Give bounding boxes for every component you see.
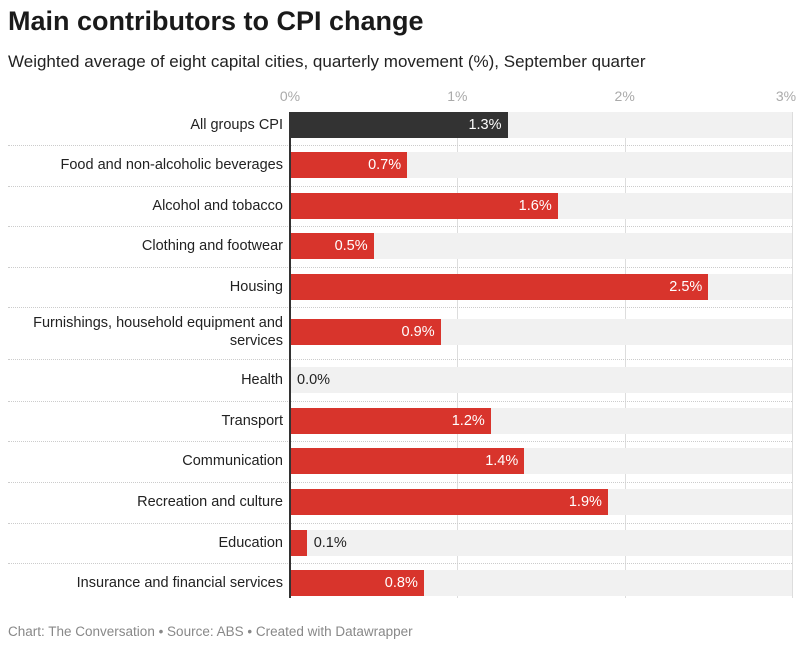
category-label: Food and non-alcoholic beverages xyxy=(60,157,283,173)
row-separator xyxy=(8,226,792,227)
category-label: Housing xyxy=(229,279,283,295)
value-label: 0.0% xyxy=(297,372,331,388)
value-label: 0.1% xyxy=(313,535,347,551)
category-label: Recreation and culture xyxy=(137,494,283,510)
row-separator xyxy=(8,563,792,564)
bar xyxy=(290,408,491,434)
bar xyxy=(290,193,558,219)
category-label: Transport xyxy=(221,413,283,429)
bar xyxy=(290,152,408,178)
category-label: Furnishings, household equipment and ser… xyxy=(33,315,283,349)
row-separator xyxy=(8,482,792,483)
chart-footer: Chart: The Conversation • Source: ABS • … xyxy=(8,624,413,639)
value-label: 1.9% xyxy=(568,494,602,510)
category-label: Clothing and footwear xyxy=(141,238,283,254)
x-tick-label: 0% xyxy=(279,88,301,104)
chart-title: Main contributors to CPI change xyxy=(8,6,424,36)
bar xyxy=(290,530,307,556)
value-label: 2.5% xyxy=(669,279,703,295)
category-label: Education xyxy=(218,535,284,551)
bar-background xyxy=(290,530,792,556)
category-label: Insurance and financial services xyxy=(76,575,283,591)
row-separator xyxy=(8,267,792,268)
row-separator xyxy=(8,145,792,146)
value-label: 0.7% xyxy=(368,157,402,173)
category-label: Communication xyxy=(182,453,283,469)
value-label: 1.4% xyxy=(485,453,519,469)
value-label: 0.5% xyxy=(334,238,368,254)
row-separator xyxy=(8,401,792,402)
category-label: Alcohol and tobacco xyxy=(152,198,283,214)
value-label: 0.8% xyxy=(384,575,418,591)
row-separator xyxy=(8,186,792,187)
gridline xyxy=(792,112,793,598)
x-tick-label: 3% xyxy=(775,88,797,104)
bar xyxy=(290,112,508,138)
x-axis-baseline xyxy=(289,112,291,598)
row-separator xyxy=(8,441,792,442)
chart-subtitle: Weighted average of eight capital cities… xyxy=(8,52,646,71)
value-label: 1.6% xyxy=(518,198,552,214)
value-label: 0.9% xyxy=(401,324,435,340)
bar xyxy=(290,274,709,300)
bar xyxy=(290,319,441,345)
category-label: Health xyxy=(241,372,283,388)
category-label: All groups CPI xyxy=(190,117,283,133)
row-separator xyxy=(8,523,792,524)
gridline xyxy=(457,112,459,598)
bar xyxy=(290,570,424,596)
bar xyxy=(290,233,374,259)
row-separator xyxy=(8,307,792,308)
bar-background xyxy=(290,233,792,259)
value-label: 1.2% xyxy=(451,413,485,429)
row-separator xyxy=(8,359,792,360)
value-label: 1.3% xyxy=(468,117,502,133)
x-tick-label: 1% xyxy=(447,88,468,104)
bar-background xyxy=(290,367,792,393)
gridline xyxy=(624,112,626,598)
x-tick-label: 2% xyxy=(614,88,635,104)
bar xyxy=(290,448,525,474)
bar xyxy=(290,489,608,515)
